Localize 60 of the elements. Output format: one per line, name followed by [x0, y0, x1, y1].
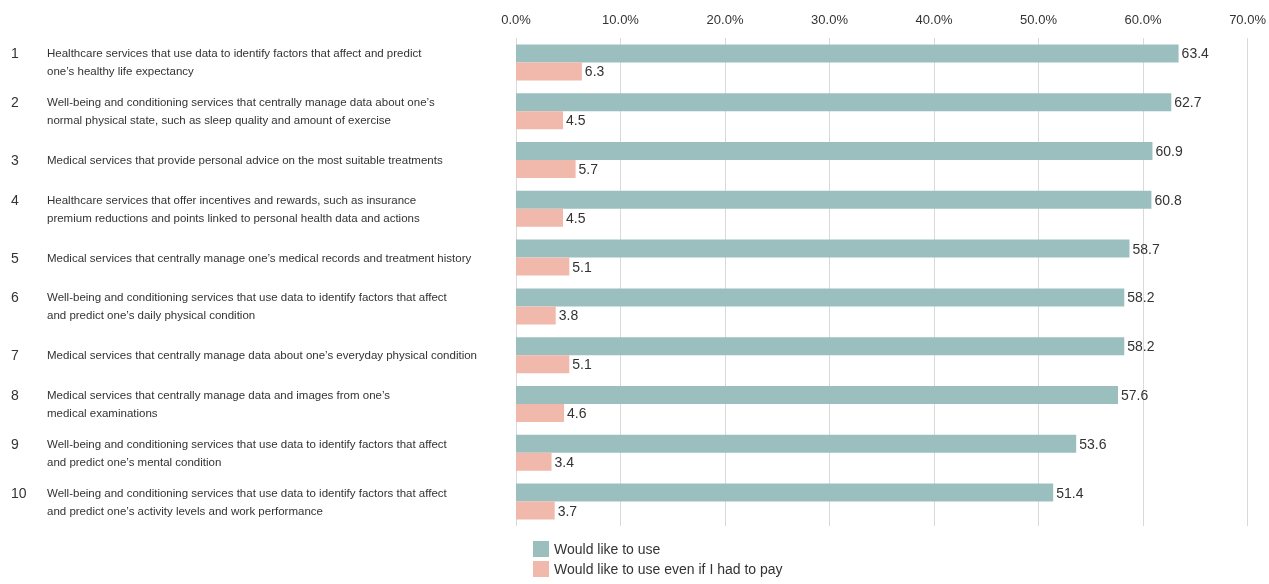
bar [516, 386, 1118, 404]
x-tick-label: 20.0% [706, 12, 744, 27]
x-tick-label: 40.0% [915, 12, 953, 27]
data-label: 4.5 [566, 112, 586, 129]
bar [516, 434, 1077, 453]
data-label: 53.6 [1079, 435, 1107, 452]
data-label: 4.5 [566, 209, 586, 226]
data-label: 6.3 [584, 63, 605, 80]
category-label: 10 Well-being and conditioning services that use data to identify factors that affect and predict one’s activity levels and work performance [11, 484, 447, 517]
legend-label: Would like to use even if I had to pay [554, 561, 783, 577]
data-label: 63.4 [1181, 45, 1210, 62]
data-label: 51.4 [1056, 484, 1084, 501]
x-tick-label: 70.0% [1229, 12, 1267, 27]
category-label: 9 Well-being and conditioning services that use data to identify factors that affect and predict one’s mental condition [11, 435, 447, 468]
bar [516, 306, 556, 325]
x-tick-label: 30.0% [811, 12, 849, 27]
category-label: 6 Well-being and conditioning services that use data to identify factors that affect and predict one’s daily physical condition [11, 289, 447, 322]
x-tick-label: 60.0% [1124, 12, 1162, 27]
category-label: 2 Well-being and conditioning services that centrally manage data about one’s normal physical state, such as sleep quality and amount of exercise [11, 94, 435, 127]
bar [516, 483, 1054, 502]
bar [516, 288, 1125, 307]
bar [516, 239, 1130, 258]
data-label: 5.1 [572, 258, 592, 275]
data-label: 5.1 [572, 356, 592, 373]
bar [516, 44, 1179, 63]
legend-label: Would like to use [554, 541, 661, 557]
data-label: 5.7 [578, 161, 599, 177]
data-label: 58.2 [1127, 289, 1155, 306]
data-label: 4.6 [567, 405, 587, 421]
data-label: 62.7 [1174, 94, 1202, 111]
bar [516, 355, 570, 374]
x-tick-label: 50.0% [1020, 12, 1058, 27]
bar [516, 337, 1125, 356]
data-label: 57.6 [1120, 387, 1149, 403]
bar [516, 62, 582, 81]
data-label: 3.7 [557, 502, 578, 519]
bar [516, 111, 564, 130]
data-label: 3.8 [558, 307, 579, 324]
category-label: 8 Medical services that centrally manage data and images from one’s medical examinations [11, 387, 391, 419]
category-label: 3 Medical services that provide personal advice on the most suitable treatments [11, 152, 443, 168]
bar [516, 501, 555, 520]
category-label: 7 Medical services that centrally manage data about one’s everyday physical condition [11, 347, 478, 364]
x-tick-label: 10.0% [602, 12, 640, 27]
bar [516, 190, 1152, 209]
bar [516, 93, 1172, 112]
x-tick-label: 0.0% [501, 12, 532, 27]
bar [516, 160, 576, 178]
bar [516, 142, 1153, 160]
category-label: 1 Healthcare services that use data to identify factors that affect and predict one’s healthy life expectancy [11, 45, 422, 78]
bar [516, 452, 552, 471]
data-label: 58.2 [1127, 338, 1155, 355]
bar [516, 208, 564, 227]
data-label: 60.8 [1154, 191, 1182, 208]
category-label: 4 Healthcare services that offer incentives and rewards, such as insurance premium reductions and points linked to personal health data and actions [11, 191, 420, 224]
category-label: 5 Medical services that centrally manage one’s medical records and treatment history [11, 249, 472, 266]
data-label: 58.7 [1132, 240, 1160, 257]
data-label: 60.9 [1155, 143, 1183, 159]
data-label: 3.4 [554, 453, 575, 470]
bar [516, 257, 570, 276]
bar [516, 404, 565, 422]
